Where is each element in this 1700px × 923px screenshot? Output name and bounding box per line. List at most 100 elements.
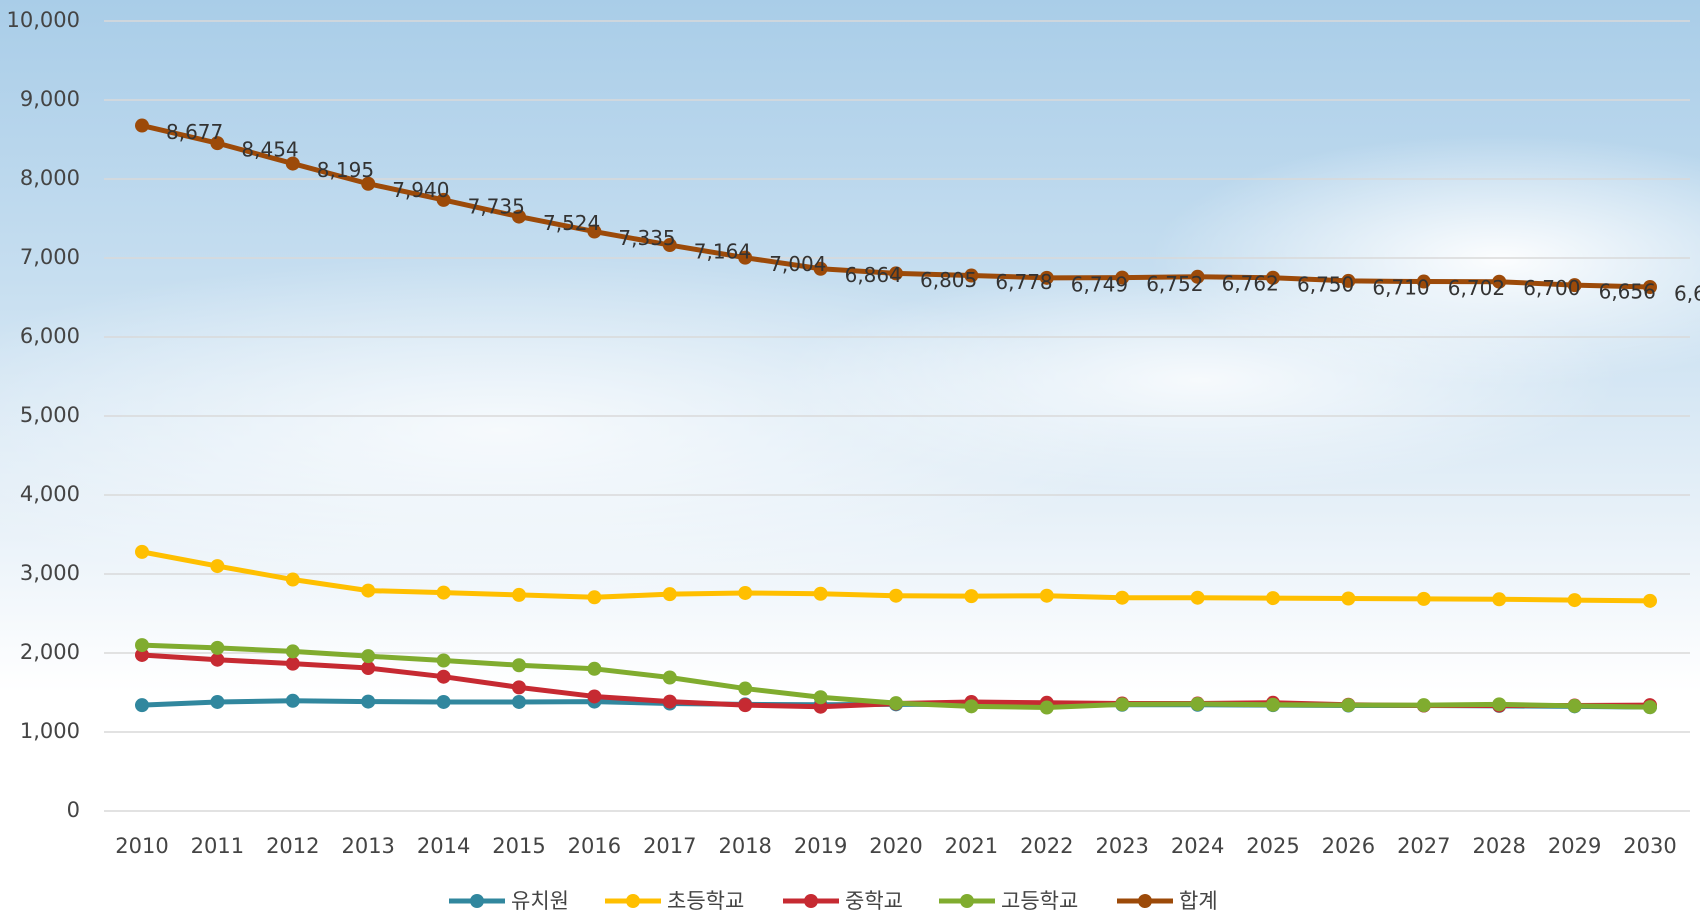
data-point [1416, 591, 1431, 606]
data-point [135, 638, 149, 653]
x-tick-label: 2011 [191, 834, 244, 858]
y-tick-label: 7,000 [20, 245, 80, 269]
data-point [361, 176, 376, 191]
data-point [135, 118, 149, 133]
data-point [587, 689, 602, 704]
data-point [1039, 270, 1054, 285]
data-point [285, 156, 300, 171]
data-point [662, 238, 677, 253]
data-point [889, 266, 903, 281]
y-tick-label: 10,000 [7, 8, 80, 32]
x-tick-label: 2010 [115, 834, 168, 858]
data-point [1266, 697, 1280, 712]
y-tick-label: 3,000 [20, 561, 80, 585]
data-label: 8,454 [241, 138, 298, 162]
data-label: 6,752 [1146, 272, 1203, 296]
x-tick-label: 2017 [643, 834, 696, 858]
data-point [587, 661, 602, 676]
data-point [738, 585, 753, 600]
legend-marker [470, 894, 484, 908]
data-label: 8,677 [166, 120, 223, 144]
data-point [1115, 270, 1130, 285]
data-point [285, 693, 300, 708]
x-tick-label: 2027 [1397, 834, 1450, 858]
y-tick-label: 1,000 [20, 719, 80, 743]
x-tick-label: 2013 [341, 834, 394, 858]
data-point [210, 694, 225, 709]
y-tick-label: 4,000 [20, 482, 80, 506]
data-point [964, 268, 979, 283]
data-point [210, 136, 225, 151]
data-point [1567, 278, 1582, 293]
x-tick-label: 2025 [1246, 834, 1299, 858]
data-label: 6,710 [1372, 275, 1429, 299]
y-tick-label: 5,000 [20, 403, 80, 427]
data-point [512, 680, 526, 695]
legend-label: 중학교 [845, 889, 903, 913]
data-label: 6,864 [845, 263, 902, 287]
data-point [135, 647, 149, 662]
x-tick-label: 2020 [869, 834, 922, 858]
data-point [1643, 700, 1657, 715]
data-point [1567, 593, 1582, 608]
legend-label: 고등학교 [1001, 889, 1078, 913]
data-point [662, 670, 677, 685]
legend-marker [960, 894, 974, 908]
x-tick-label: 2012 [266, 834, 319, 858]
legend-marker [804, 894, 818, 908]
data-point [512, 209, 526, 224]
data-point [1416, 698, 1431, 713]
legend-label: 유치원 [511, 889, 569, 913]
data-point [512, 658, 526, 673]
data-point [1341, 273, 1356, 288]
x-tick-label: 2024 [1171, 834, 1224, 858]
data-label: 7,524 [543, 211, 600, 235]
data-point [1341, 591, 1356, 606]
data-point [135, 698, 149, 713]
y-tick-label: 8,000 [20, 166, 80, 190]
y-tick-label: 2,000 [20, 640, 80, 664]
data-point [285, 572, 300, 587]
data-label: 6,700 [1523, 276, 1580, 300]
data-point [1341, 698, 1356, 713]
data-point [1643, 593, 1657, 608]
data-point [738, 250, 753, 265]
data-point [587, 590, 602, 605]
data-point [1266, 591, 1280, 606]
data-point [1190, 590, 1205, 605]
data-point [210, 652, 225, 667]
data-label: 7,164 [694, 240, 751, 264]
data-point [436, 694, 451, 709]
data-point [1492, 592, 1507, 607]
data-point [361, 661, 376, 676]
y-tick-label: 0 [67, 798, 80, 822]
data-point [285, 644, 300, 659]
data-point [210, 640, 225, 655]
data-point [1643, 279, 1657, 294]
data-point [361, 649, 376, 664]
y-tick-label: 6,000 [20, 324, 80, 348]
data-point [512, 694, 526, 709]
data-point [361, 694, 376, 709]
data-label: 7,735 [468, 194, 525, 218]
data-point [813, 586, 828, 601]
data-point [1039, 588, 1054, 603]
data-point [436, 653, 451, 668]
data-point [964, 589, 979, 604]
data-label: 6,762 [1222, 271, 1279, 295]
x-tick-label: 2015 [492, 834, 545, 858]
x-tick-label: 2023 [1095, 834, 1148, 858]
data-point [1492, 274, 1507, 289]
data-point [512, 587, 526, 602]
data-point [964, 699, 979, 714]
data-label: 6,749 [1071, 272, 1128, 296]
data-point [210, 559, 225, 574]
data-point [889, 696, 903, 711]
legend-marker [626, 894, 640, 908]
data-label: 6,656 [1599, 280, 1656, 304]
data-label: 8,195 [317, 158, 374, 182]
data-label: 7,004 [769, 252, 826, 276]
x-tick-label: 2030 [1623, 834, 1676, 858]
x-tick-label: 2019 [794, 834, 847, 858]
data-label: 6,750 [1297, 272, 1354, 296]
